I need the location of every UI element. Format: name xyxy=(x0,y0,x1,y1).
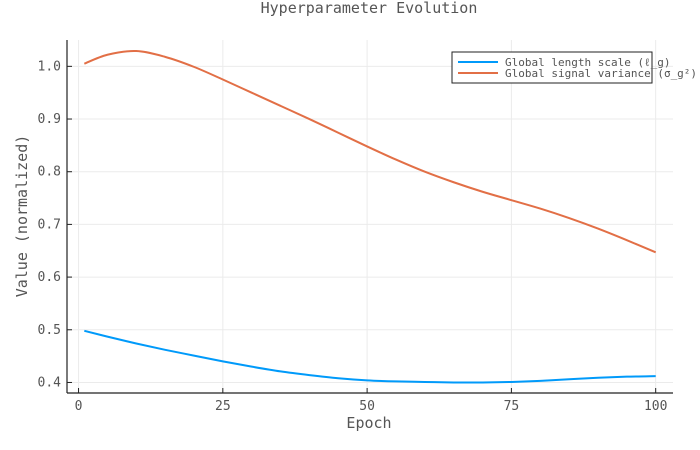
legend-box xyxy=(451,51,653,84)
x-tick-label: 25 xyxy=(215,399,231,414)
legend: Global length scale (ℓ_g) Global signal … xyxy=(451,51,697,84)
y-tick-label: 0.7 xyxy=(38,217,61,232)
series-line-signal-variance xyxy=(83,50,657,254)
chart-title: Hyperparameter Evolution xyxy=(261,0,478,17)
legend-label-signal-variance: Global signal variance (σ_g²) xyxy=(505,67,697,80)
x-tick-label: 75 xyxy=(504,399,520,414)
y-tick-label: 0.6 xyxy=(38,270,61,285)
y-axis-title: Value (normalized) xyxy=(13,135,31,298)
grid xyxy=(67,40,673,393)
y-tick-label: 0.4 xyxy=(38,375,62,390)
series-line-length-scale xyxy=(84,329,656,384)
x-axis-title: Epoch xyxy=(346,414,391,432)
legend-label-length-scale: Global length scale (ℓ_g) xyxy=(505,56,671,69)
y-tick-label: 0.8 xyxy=(38,165,61,180)
x-tick-label: 50 xyxy=(359,399,375,414)
x-tick-label: 0 xyxy=(75,399,83,414)
series-lines xyxy=(83,50,657,384)
axes xyxy=(66,40,673,394)
y-tick-label: 0.9 xyxy=(38,112,61,127)
ticks: 0.4 0.5 0.6 0.7 0.8 0.9 1.0 0 25 50 75 100 xyxy=(38,59,668,414)
y-tick-label: 1.0 xyxy=(38,59,61,74)
x-tick-label: 100 xyxy=(644,399,667,414)
y-tick-label: 0.5 xyxy=(38,323,61,338)
